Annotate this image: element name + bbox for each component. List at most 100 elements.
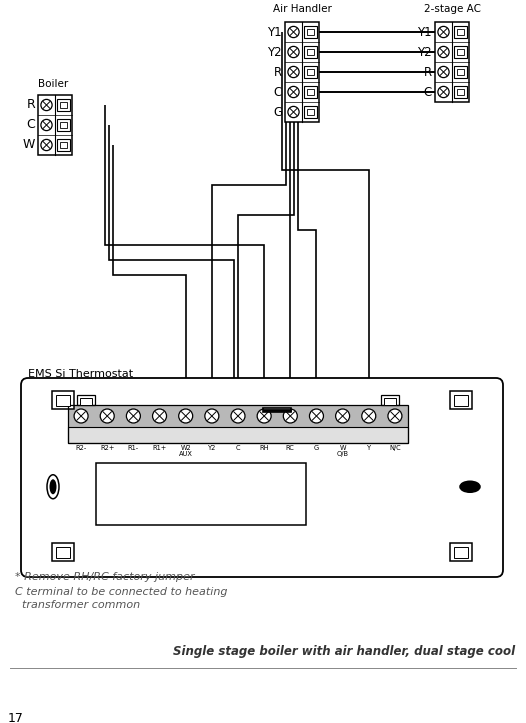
Text: 17: 17 bbox=[8, 712, 24, 723]
Text: R: R bbox=[424, 66, 432, 79]
Text: C: C bbox=[274, 85, 282, 98]
Bar bbox=[285, 22, 319, 122]
Text: G: G bbox=[273, 106, 282, 119]
Circle shape bbox=[288, 46, 299, 58]
Bar bbox=[52, 543, 74, 561]
Circle shape bbox=[288, 27, 299, 38]
Bar bbox=[450, 391, 472, 409]
Text: R: R bbox=[26, 98, 35, 111]
Circle shape bbox=[41, 140, 52, 150]
Bar bbox=[307, 29, 314, 35]
Bar bbox=[457, 69, 464, 75]
Circle shape bbox=[438, 67, 449, 77]
Bar bbox=[96, 463, 306, 525]
Text: R2+: R2+ bbox=[100, 445, 115, 451]
Text: 2-stage AC: 2-stage AC bbox=[423, 4, 480, 14]
Bar bbox=[60, 121, 67, 129]
Bar bbox=[304, 85, 317, 98]
Bar bbox=[38, 95, 72, 155]
Circle shape bbox=[288, 67, 299, 77]
Ellipse shape bbox=[47, 475, 59, 499]
FancyBboxPatch shape bbox=[21, 378, 503, 577]
Circle shape bbox=[288, 86, 299, 98]
Bar bbox=[450, 543, 472, 561]
Text: N/C: N/C bbox=[389, 445, 401, 451]
Bar bbox=[52, 391, 74, 409]
Bar bbox=[454, 395, 468, 406]
Text: R1-: R1- bbox=[128, 445, 139, 451]
Text: Y2: Y2 bbox=[267, 46, 282, 59]
Ellipse shape bbox=[460, 482, 480, 492]
Text: W
O/B: W O/B bbox=[337, 445, 349, 457]
Text: Y: Y bbox=[367, 445, 371, 451]
Circle shape bbox=[41, 99, 52, 111]
Text: C: C bbox=[26, 119, 35, 132]
Text: W: W bbox=[23, 139, 35, 152]
Circle shape bbox=[205, 409, 219, 423]
Bar bbox=[60, 142, 67, 148]
Circle shape bbox=[284, 409, 297, 423]
Circle shape bbox=[41, 119, 52, 131]
Bar bbox=[57, 139, 70, 151]
Bar bbox=[381, 395, 399, 405]
Bar bbox=[307, 48, 314, 56]
Circle shape bbox=[179, 409, 193, 423]
Bar bbox=[304, 46, 317, 59]
Bar bbox=[77, 395, 95, 405]
Bar bbox=[56, 547, 70, 558]
Bar bbox=[263, 408, 291, 412]
Bar bbox=[68, 405, 408, 443]
Text: Boiler: Boiler bbox=[38, 79, 68, 89]
Circle shape bbox=[438, 46, 449, 58]
Bar bbox=[304, 66, 317, 79]
Bar bbox=[454, 66, 467, 79]
Bar bbox=[57, 98, 70, 111]
Text: R1+: R1+ bbox=[153, 445, 167, 451]
Bar bbox=[457, 89, 464, 95]
Bar bbox=[307, 108, 314, 116]
Bar bbox=[60, 102, 67, 108]
Text: R: R bbox=[274, 66, 282, 79]
Text: RC: RC bbox=[286, 445, 295, 451]
Bar bbox=[307, 69, 314, 75]
Text: C terminal to be connected to heating: C terminal to be connected to heating bbox=[15, 587, 228, 597]
Text: R2-: R2- bbox=[75, 445, 87, 451]
Bar bbox=[80, 398, 92, 405]
Text: * Remove RH/RC factory jumper: * Remove RH/RC factory jumper bbox=[15, 572, 195, 582]
Text: Y1: Y1 bbox=[267, 25, 282, 38]
Bar bbox=[57, 119, 70, 132]
Circle shape bbox=[336, 409, 350, 423]
Circle shape bbox=[257, 409, 271, 423]
Bar bbox=[384, 398, 396, 405]
Text: C: C bbox=[424, 85, 432, 98]
Circle shape bbox=[309, 409, 323, 423]
Text: Single stage boiler with air handler, dual stage cool: Single stage boiler with air handler, du… bbox=[173, 645, 515, 658]
Bar bbox=[454, 85, 467, 98]
Circle shape bbox=[231, 409, 245, 423]
Text: EMS Si Thermostat: EMS Si Thermostat bbox=[28, 369, 133, 379]
Circle shape bbox=[438, 86, 449, 98]
Bar bbox=[457, 48, 464, 56]
Circle shape bbox=[74, 409, 88, 423]
Circle shape bbox=[153, 409, 167, 423]
Text: C: C bbox=[236, 445, 240, 451]
Text: G: G bbox=[314, 445, 319, 451]
Bar bbox=[304, 106, 317, 119]
Text: W2
AUX: W2 AUX bbox=[179, 445, 193, 457]
Circle shape bbox=[288, 106, 299, 118]
Circle shape bbox=[362, 409, 376, 423]
Bar bbox=[68, 405, 408, 427]
Bar bbox=[454, 25, 467, 38]
Text: Air Handler: Air Handler bbox=[272, 4, 331, 14]
Circle shape bbox=[388, 409, 402, 423]
Text: Y2: Y2 bbox=[417, 46, 432, 59]
Circle shape bbox=[100, 409, 114, 423]
Bar bbox=[307, 89, 314, 95]
Circle shape bbox=[438, 27, 449, 38]
Bar bbox=[457, 29, 464, 35]
Text: transformer common: transformer common bbox=[15, 600, 140, 610]
Bar bbox=[435, 22, 469, 102]
Bar bbox=[304, 25, 317, 38]
Text: Y2: Y2 bbox=[208, 445, 216, 451]
Ellipse shape bbox=[49, 479, 56, 495]
